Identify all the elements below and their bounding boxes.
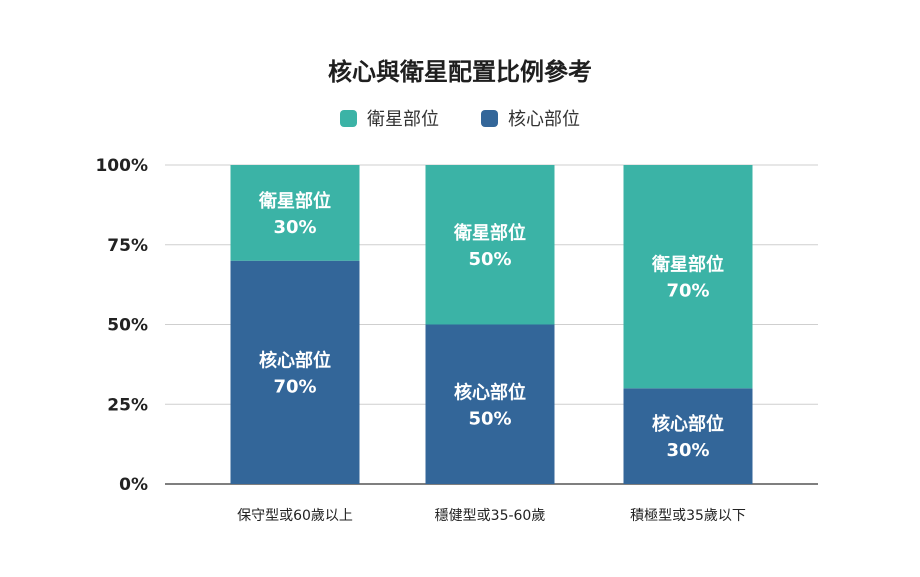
y-tick-label: 75% [107, 236, 148, 256]
bar-segment-core [230, 260, 360, 484]
y-tick-label: 50% [107, 316, 148, 336]
y-tick-label: 100% [95, 156, 148, 176]
data-label-value: 50% [468, 408, 511, 429]
data-label-value: 30% [666, 440, 709, 461]
legend: 衛星部位 核心部位 [0, 105, 920, 131]
bar-segment-satellite [425, 165, 555, 325]
legend-label-satellite: 衛星部位 [367, 109, 439, 130]
legend-swatch-satellite [340, 109, 357, 127]
data-label-name: 衛星部位 [258, 190, 331, 212]
chart-title: 核心與衛星配置比例參考 [328, 58, 592, 86]
data-label-value: 50% [468, 249, 511, 270]
y-tick-label: 25% [107, 395, 148, 415]
bar-segment-core [623, 388, 753, 484]
data-label-value: 30% [273, 217, 316, 238]
legend-label-core: 核心部位 [508, 109, 580, 130]
data-label-name: 衛星部位 [453, 222, 526, 244]
bar-segment-satellite [230, 165, 360, 261]
data-label-name: 核心部位 [652, 413, 724, 435]
x-category-label: 積極型或35歲以下 [630, 508, 746, 524]
x-category-label: 穩健型或35-60歲 [435, 508, 546, 524]
y-tick-label: 0% [119, 475, 148, 495]
bar-segment-satellite [623, 165, 753, 389]
x-category-label: 保守型或60歲以上 [237, 508, 353, 524]
data-label-value: 70% [273, 376, 316, 397]
legend-swatch-core [481, 109, 498, 127]
legend-item-satellite: 衛星部位 [340, 105, 439, 131]
data-label-value: 70% [666, 281, 709, 302]
legend-item-core: 核心部位 [481, 105, 580, 131]
data-label-name: 衛星部位 [651, 254, 724, 276]
bar-segment-core [425, 324, 555, 484]
data-label-name: 核心部位 [454, 381, 526, 403]
data-label-name: 核心部位 [259, 349, 331, 371]
